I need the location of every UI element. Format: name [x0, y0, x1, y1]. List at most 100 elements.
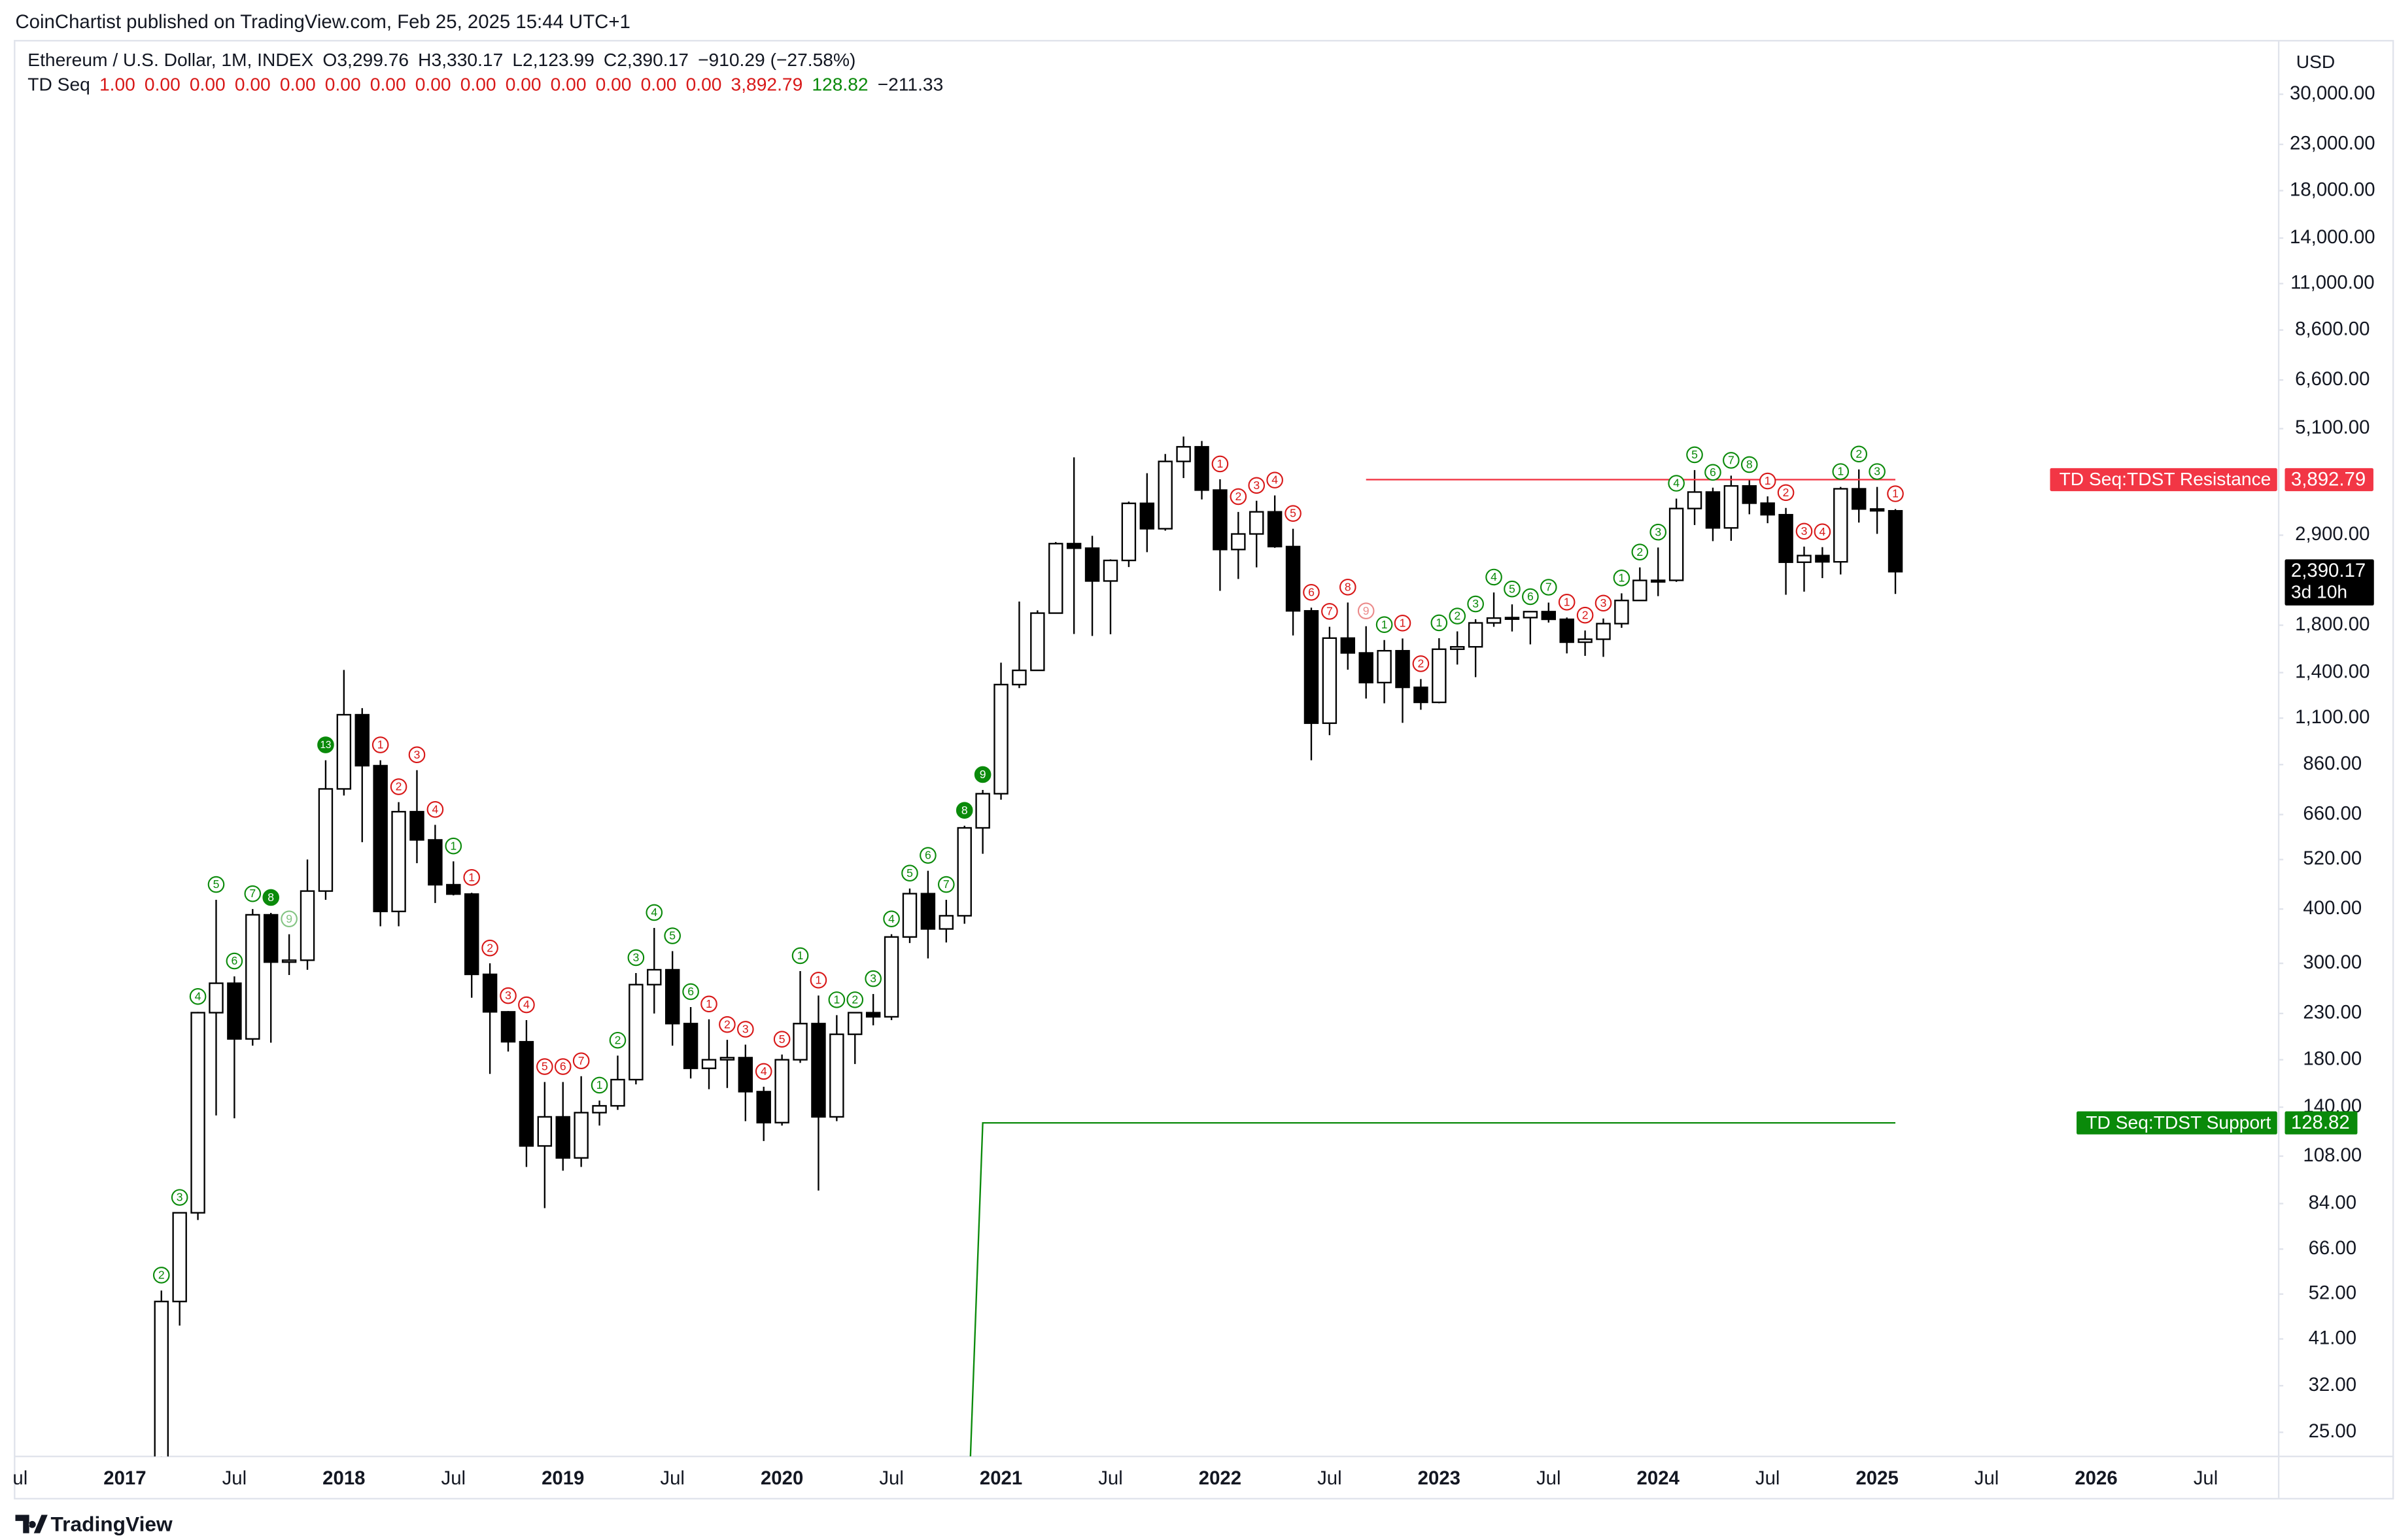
- y-tick-label: 41.00: [2309, 1327, 2356, 1348]
- td-count-label: 2: [1582, 608, 1589, 621]
- td-count-marker: [518, 996, 535, 1014]
- td-count-marker: [445, 837, 462, 855]
- candle-body: [1103, 559, 1118, 582]
- td-count-label: 13: [320, 740, 331, 751]
- td-count-marker: [1777, 484, 1795, 502]
- td-count-marker: [207, 876, 225, 893]
- candle-body: [428, 839, 443, 886]
- candle-body: [592, 1104, 607, 1114]
- td-count-label: 3: [1801, 524, 1808, 538]
- td-count-label: 5: [779, 1033, 785, 1046]
- y-tick-label: 1,400.00: [2295, 660, 2370, 682]
- td-count-label: 1: [1381, 618, 1388, 631]
- td-count-marker: [1504, 580, 1521, 598]
- td-count-label: 6: [1710, 466, 1716, 479]
- candle-body: [1084, 547, 1100, 582]
- td-count-label: 2: [1636, 545, 1643, 558]
- td-count-marker: [883, 910, 900, 927]
- candle-body: [1687, 491, 1702, 509]
- td-count-marker: [1303, 583, 1320, 601]
- candle-body: [1486, 617, 1502, 624]
- indicator-value: 0.00: [686, 74, 722, 95]
- x-tick-label: 2019: [542, 1467, 584, 1489]
- td-count-label: 1: [1619, 571, 1625, 584]
- x-tick-label: Jul: [2194, 1467, 2218, 1489]
- candle-body: [1322, 637, 1337, 725]
- candle-body: [756, 1091, 771, 1123]
- td-count-label: 3: [742, 1023, 749, 1036]
- td-count-label: 2: [1783, 486, 1789, 499]
- td-count-marker: [390, 778, 407, 795]
- x-tick-label: Jul: [1317, 1467, 1342, 1489]
- td-count-marker: [1723, 452, 1740, 469]
- td-count-marker: [1540, 579, 1557, 596]
- candle-body: [1048, 543, 1063, 614]
- candle-body: [1742, 485, 1757, 504]
- td-count-marker: [500, 987, 517, 1004]
- candle-body: [719, 1057, 735, 1061]
- y-tick-label: 25.00: [2309, 1420, 2356, 1442]
- td-count-marker: [865, 970, 882, 987]
- candle-body: [1432, 648, 1447, 704]
- x-tick-label: Jul: [3, 1467, 28, 1489]
- td-count-marker: [1887, 485, 1904, 502]
- td-count-label: 3: [1472, 597, 1479, 610]
- indicator-value: 128.82: [812, 74, 868, 95]
- td-count-marker: [1668, 475, 1685, 492]
- td-count-label: 3: [1655, 525, 1661, 538]
- td-count-label: 1: [797, 949, 804, 962]
- candle-body: [1523, 611, 1538, 619]
- symbol-name: Ethereum / U.S. Dollar, 1M, INDEX: [27, 49, 313, 70]
- candle-body: [555, 1116, 570, 1159]
- td-count-marker: [664, 927, 681, 944]
- ohlc-value: O3,299.76: [322, 49, 409, 70]
- td-count-label: 3: [505, 989, 511, 1002]
- candle-body: [391, 811, 406, 912]
- td-count-label: 5: [906, 866, 913, 880]
- candle-body: [1760, 502, 1775, 516]
- candle-body: [1596, 623, 1611, 640]
- td-count-marker: [1686, 446, 1703, 464]
- td-count-marker: [1558, 593, 1576, 611]
- x-tick-label: Jul: [222, 1467, 247, 1489]
- candle-body: [793, 1023, 808, 1061]
- td-count-marker: [719, 1016, 736, 1033]
- candle-body: [774, 1059, 789, 1123]
- td-count-marker: [1285, 505, 1302, 522]
- td-count-marker: [262, 889, 280, 906]
- candle-body: [1285, 545, 1301, 612]
- candle-body: [1778, 513, 1793, 563]
- td-count-marker: [956, 802, 973, 819]
- td-count-label: 4: [761, 1065, 767, 1078]
- indicator-value: 1.00: [99, 74, 135, 95]
- td-count-marker: [810, 972, 827, 989]
- td-count-marker: [1631, 543, 1649, 560]
- td-count-marker: [1430, 614, 1448, 632]
- td-count-label: 2: [1235, 490, 1241, 503]
- candle-body: [1066, 543, 1082, 549]
- candle-body: [1303, 609, 1319, 725]
- brand-logo: [15, 1514, 48, 1533]
- td-count-label: 6: [925, 849, 931, 862]
- candle-body: [884, 936, 899, 1018]
- td-count-marker: [408, 746, 426, 764]
- indicator-value: 0.00: [235, 74, 271, 95]
- y-tick-label: 660.00: [2303, 802, 2362, 824]
- candle-body: [409, 811, 424, 841]
- tdst-name-label: TD Seq:TDST Support: [2086, 1112, 2271, 1133]
- td-count-label: 1: [1837, 465, 1844, 478]
- td-count-label: 2: [724, 1018, 731, 1031]
- indicator-value: 0.00: [280, 74, 316, 95]
- x-tick-label: Jul: [1098, 1467, 1123, 1489]
- x-tick-label: 2020: [761, 1467, 803, 1489]
- candle-body: [354, 713, 370, 767]
- candle-body: [701, 1059, 717, 1069]
- candle-body: [1797, 555, 1812, 563]
- candle-body: [190, 1012, 205, 1214]
- chart-frame: [14, 40, 2394, 1499]
- x-tick-label: Jul: [1536, 1467, 1561, 1489]
- td-count-label: 3: [1874, 465, 1880, 478]
- td-count-label: 6: [1527, 590, 1534, 603]
